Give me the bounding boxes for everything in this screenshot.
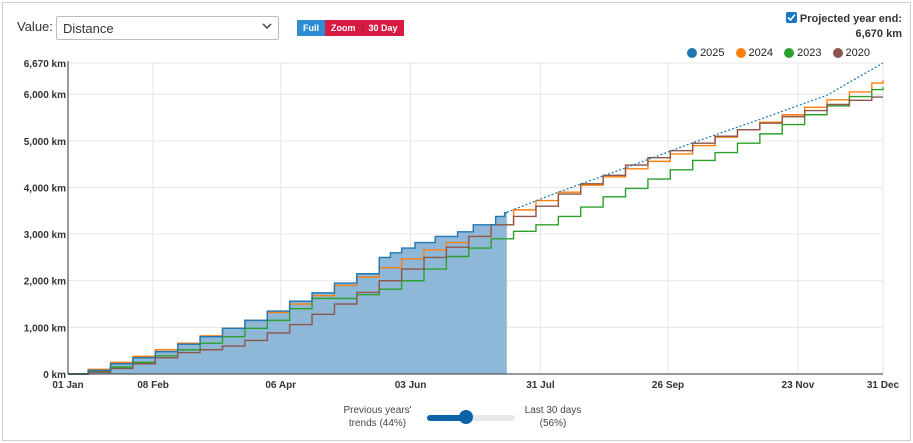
legend-item-2023[interactable]: 2023: [784, 47, 822, 59]
series-2025-area: [68, 212, 507, 374]
legend-swatch: [784, 48, 795, 58]
x-tick-label: 23 Nov: [782, 380, 815, 391]
legend-label: 2023: [797, 47, 822, 59]
projection-label: Projected year end:: [799, 13, 902, 25]
x-tick-label: 31 Dec: [867, 380, 900, 391]
range-zoom-button[interactable]: Zoom: [325, 20, 362, 36]
slider-fill: [427, 415, 466, 421]
range-button-group: Full Zoom 30 Day: [297, 20, 404, 36]
legend-label: 2024: [748, 47, 774, 59]
value-selected: Distance: [63, 21, 114, 36]
slider-thumb[interactable]: [458, 410, 473, 424]
x-tick-label: 01 Jan: [52, 380, 83, 391]
legend-swatch: [735, 48, 746, 58]
y-tick-label: 3,000 km: [24, 230, 66, 241]
legend-label: 2025: [700, 47, 725, 59]
y-tick-label: 4,000 km: [24, 183, 66, 194]
y-tick-label: 1,000 km: [24, 323, 66, 334]
legend-swatch: [832, 48, 843, 58]
trend-slider-area: Previous years' trends (44%) Last 30 day…: [330, 402, 600, 432]
legend-label: 2020: [845, 47, 870, 59]
x-tick-label: 08 Feb: [137, 380, 169, 391]
range-full-button[interactable]: Full: [297, 20, 325, 36]
y-tick-label: 6,670 km: [24, 59, 66, 70]
trend-slider-track[interactable]: [427, 410, 515, 424]
range-30day-button[interactable]: 30 Day: [361, 20, 404, 36]
legend: 2025 2024 2023 2020: [676, 47, 870, 59]
y-tick-label: 5,000 km: [24, 137, 66, 148]
value-label: Value:: [17, 19, 53, 34]
x-tick-label: 26 Sep: [652, 380, 684, 391]
projection-box: Projected year end: 6,670 km: [785, 12, 902, 42]
projection-value: 6,670 km: [855, 28, 902, 40]
slider-left-label: Previous years' trends (44%): [343, 405, 412, 429]
legend-swatch: [687, 48, 698, 58]
series-2020-line: [68, 96, 883, 375]
series-2025-line: [68, 211, 508, 375]
projection-checkbox[interactable]: [785, 12, 797, 23]
legend-item-2025[interactable]: 2025: [687, 47, 725, 59]
slider-right-label: Last 30 days (56%): [524, 405, 582, 429]
y-tick-label: 6,000 km: [24, 90, 66, 101]
legend-item-2024[interactable]: 2024: [735, 47, 774, 59]
value-dropdown[interactable]: Distance: [56, 16, 279, 40]
x-tick-label: 06 Apr: [265, 380, 296, 391]
chevron-down-icon: [262, 23, 272, 30]
y-tick-label: 0 km: [43, 370, 66, 381]
x-tick-label: 31 Jul: [526, 380, 555, 391]
y-tick-label: 2,000 km: [24, 277, 66, 288]
series-2023-line: [68, 87, 884, 375]
legend-item-2020[interactable]: 2020: [832, 47, 870, 59]
x-tick-label: 03 Jun: [395, 380, 427, 391]
projection-line: [506, 62, 884, 213]
